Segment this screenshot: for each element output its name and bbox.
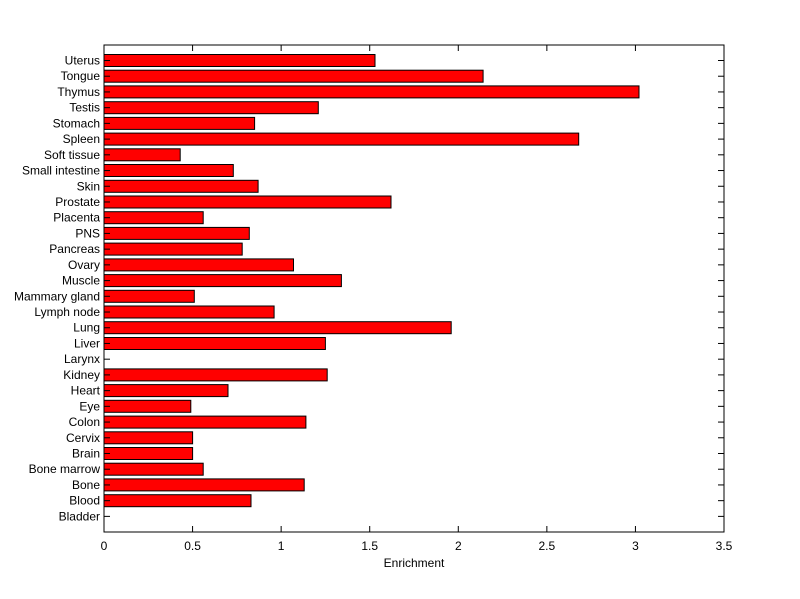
bar-small-intestine: [104, 165, 233, 177]
bar-bone: [104, 479, 304, 491]
bar-tongue: [104, 70, 483, 82]
bar-colon: [104, 416, 306, 428]
bar-spleen: [104, 133, 579, 145]
y-tick-label-liver: Liver: [74, 336, 100, 350]
y-tick-label-lymph-node: Lymph node: [34, 305, 100, 319]
y-tick-label-spleen: Spleen: [63, 132, 100, 146]
y-tick-label-bladder: Bladder: [59, 509, 100, 523]
bar-lung: [104, 322, 451, 334]
y-tick-label-pancreas: Pancreas: [49, 242, 100, 256]
y-tick-label-lung: Lung: [73, 321, 100, 335]
y-tick-label-kidney: Kidney: [63, 368, 100, 382]
bar-kidney: [104, 369, 327, 381]
y-tick-label-prostate: Prostate: [55, 195, 100, 209]
y-tick-label-bone: Bone: [72, 478, 100, 492]
x-tick-label: 2.5: [539, 539, 556, 553]
y-tick-label-uterus: Uterus: [65, 54, 100, 68]
y-tick-label-tongue: Tongue: [61, 69, 101, 83]
bar-uterus: [104, 55, 375, 67]
y-tick-label-brain: Brain: [72, 447, 100, 461]
y-tick-label-bone-marrow: Bone marrow: [29, 462, 101, 476]
bar-lymph-node: [104, 306, 274, 318]
bar-liver: [104, 338, 325, 350]
bar-muscle: [104, 275, 341, 287]
y-tick-label-skin: Skin: [77, 179, 100, 193]
x-tick-label: 0: [101, 539, 108, 553]
bar-heart: [104, 385, 228, 397]
bar-placenta: [104, 212, 203, 224]
y-tick-label-soft-tissue: Soft tissue: [44, 148, 100, 162]
bar-blood: [104, 495, 251, 507]
x-tick-label: 2: [455, 539, 462, 553]
x-axis-label: Enrichment: [384, 556, 445, 570]
y-tick-label-larynx: Larynx: [64, 352, 100, 366]
bar-brain: [104, 448, 193, 460]
y-tick-label-blood: Blood: [69, 494, 100, 508]
bar-eye: [104, 400, 191, 412]
bar-ovary: [104, 259, 294, 271]
bar-thymus: [104, 86, 639, 98]
x-tick-label: 3: [632, 539, 639, 553]
bar-skin: [104, 180, 258, 192]
y-tick-label-small-intestine: Small intestine: [22, 164, 100, 178]
bar-pancreas: [104, 243, 242, 255]
x-tick-label: 1: [278, 539, 285, 553]
y-tick-label-mammary-gland: Mammary gland: [14, 289, 100, 303]
y-tick-label-muscle: Muscle: [62, 274, 100, 288]
y-tick-label-placenta: Placenta: [53, 211, 100, 225]
y-tick-label-thymus: Thymus: [57, 85, 100, 99]
y-tick-label-stomach: Stomach: [53, 116, 100, 130]
y-tick-label-ovary: Ovary: [68, 258, 100, 272]
bar-stomach: [104, 117, 255, 129]
y-tick-label-eye: Eye: [79, 399, 100, 413]
bar-bone-marrow: [104, 463, 203, 475]
bar-prostate: [104, 196, 391, 208]
y-tick-label-cervix: Cervix: [66, 431, 100, 445]
y-tick-label-pns: PNS: [75, 226, 100, 240]
bar-cervix: [104, 432, 193, 444]
bar-mammary-gland: [104, 290, 194, 302]
x-tick-label: 3.5: [716, 539, 733, 553]
bar-soft-tissue: [104, 149, 180, 161]
y-tick-label-testis: Testis: [69, 101, 100, 115]
bar-pns: [104, 227, 249, 239]
x-tick-label: 1.5: [361, 539, 378, 553]
y-tick-label-heart: Heart: [71, 384, 101, 398]
y-tick-label-colon: Colon: [69, 415, 100, 429]
bar-testis: [104, 102, 318, 114]
x-tick-label: 0.5: [184, 539, 201, 553]
